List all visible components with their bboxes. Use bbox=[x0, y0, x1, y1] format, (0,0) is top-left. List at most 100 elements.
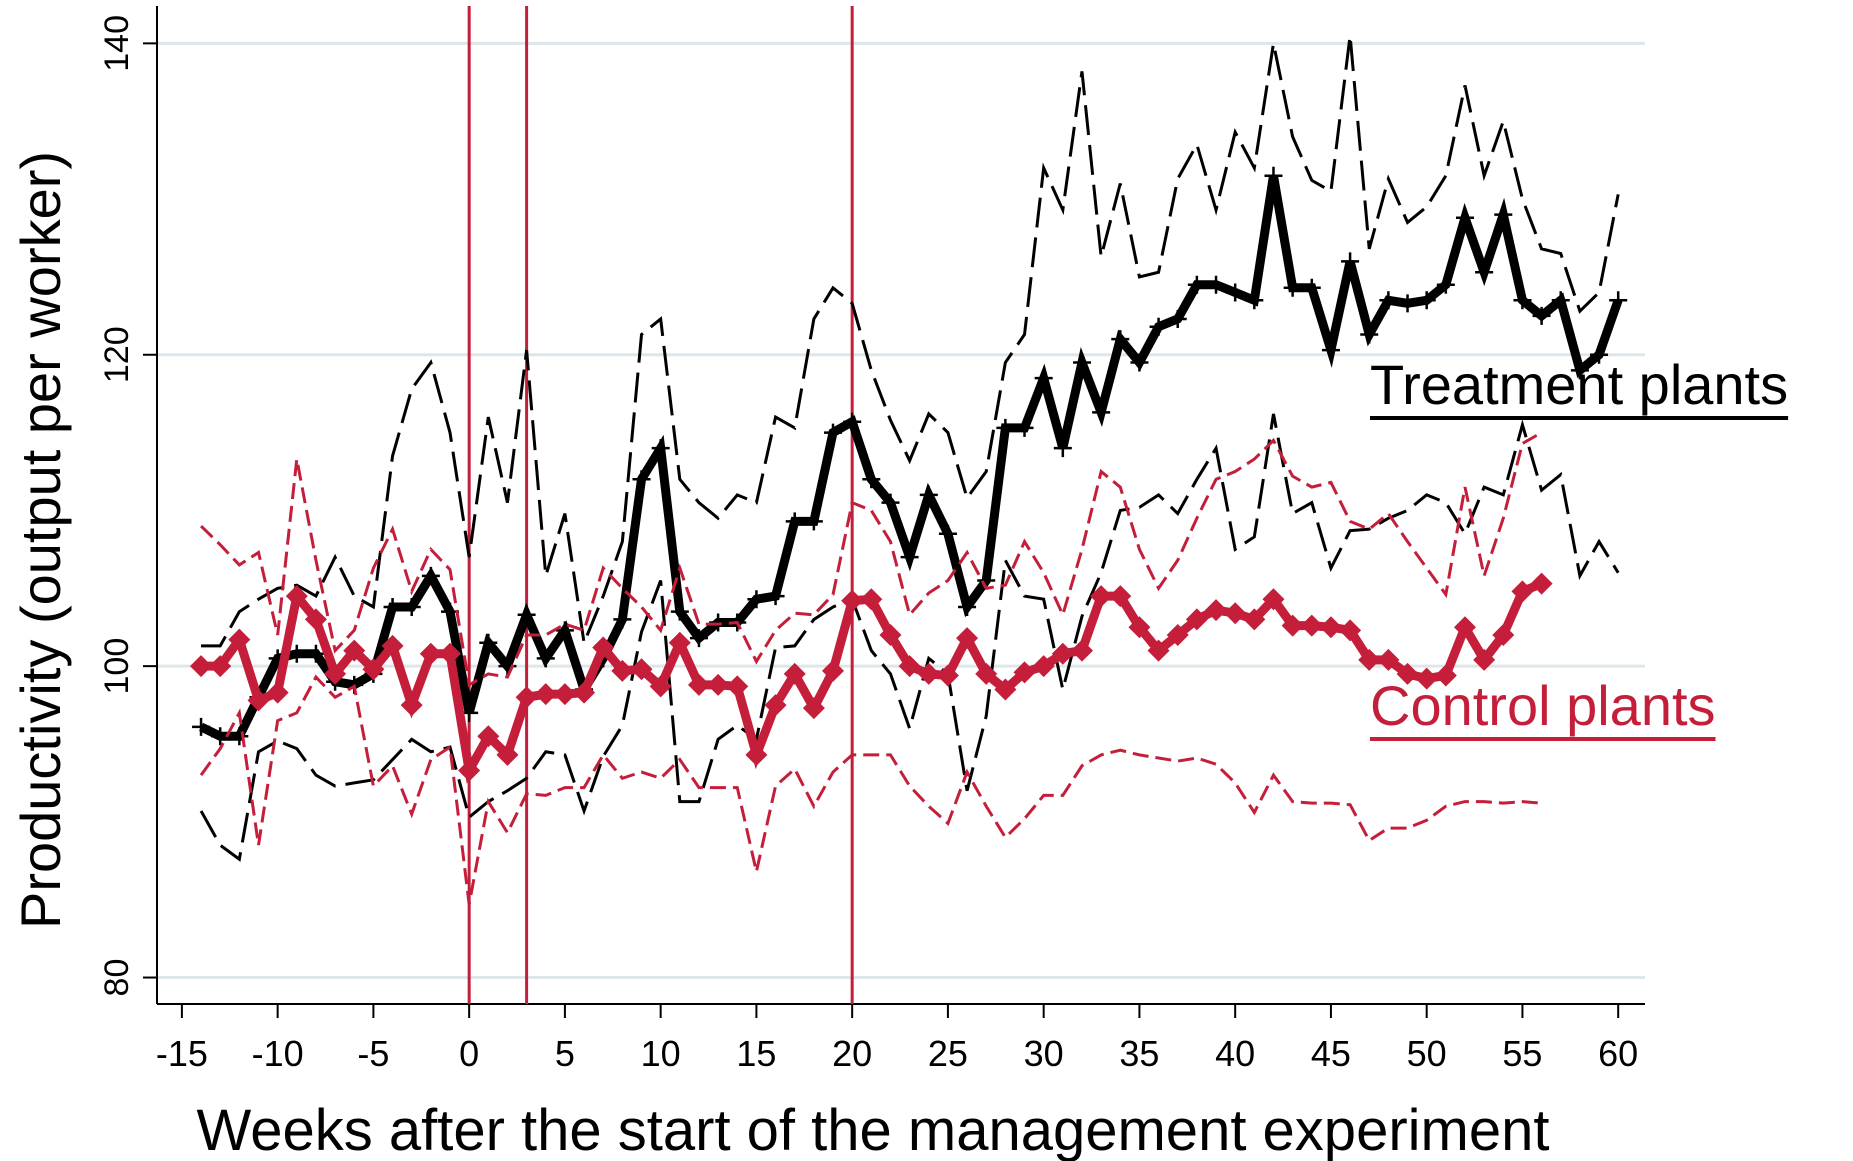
marker bbox=[1417, 291, 1436, 310]
marker bbox=[192, 717, 211, 736]
marker bbox=[1092, 403, 1111, 422]
marker bbox=[1475, 263, 1494, 282]
marker bbox=[1185, 608, 1208, 631]
y-axis-title: Productivity (output per worker) bbox=[9, 151, 72, 929]
marker bbox=[766, 587, 785, 606]
confidence-line bbox=[199, 413, 1620, 862]
marker bbox=[1492, 624, 1515, 647]
marker bbox=[362, 658, 385, 681]
marker bbox=[1090, 585, 1113, 608]
x-tick-label: -10 bbox=[252, 1033, 304, 1074]
marker bbox=[613, 610, 632, 629]
marker bbox=[555, 621, 574, 640]
marker bbox=[1166, 624, 1189, 647]
marker bbox=[1243, 608, 1266, 631]
marker bbox=[1205, 599, 1228, 622]
marker bbox=[1128, 616, 1151, 639]
x-tick-label: 55 bbox=[1502, 1033, 1542, 1074]
marker bbox=[496, 743, 519, 766]
marker bbox=[917, 662, 940, 685]
marker bbox=[1360, 325, 1379, 344]
marker bbox=[515, 686, 538, 709]
x-tick-label: 45 bbox=[1311, 1033, 1351, 1074]
x-tick-label: 20 bbox=[832, 1033, 872, 1074]
marker bbox=[1226, 283, 1245, 302]
marker bbox=[747, 590, 766, 609]
marker bbox=[1207, 275, 1226, 294]
marker bbox=[458, 759, 481, 782]
x-tick-label: -15 bbox=[156, 1033, 208, 1074]
marker bbox=[764, 694, 787, 717]
marker bbox=[1341, 252, 1360, 271]
marker bbox=[439, 642, 462, 665]
confidence-line bbox=[201, 35, 1620, 649]
marker bbox=[1111, 330, 1130, 349]
marker bbox=[1072, 353, 1091, 372]
marker bbox=[1281, 614, 1304, 637]
marker bbox=[534, 683, 557, 706]
marker bbox=[343, 639, 366, 662]
marker bbox=[668, 631, 691, 654]
marker bbox=[190, 655, 213, 678]
marker bbox=[632, 470, 651, 489]
marker bbox=[783, 662, 806, 685]
marker bbox=[1034, 369, 1053, 388]
marker bbox=[324, 662, 347, 685]
y-tick-label: 100 bbox=[98, 638, 136, 695]
marker bbox=[1570, 361, 1589, 380]
marker bbox=[1551, 291, 1570, 310]
marker bbox=[285, 585, 308, 608]
marker bbox=[1590, 345, 1609, 364]
marker bbox=[1339, 619, 1362, 642]
marker bbox=[1398, 294, 1417, 313]
confidence-line bbox=[199, 674, 1542, 905]
x-tick-label: 5 bbox=[555, 1033, 575, 1074]
marker bbox=[900, 548, 919, 567]
y-tick-label: 140 bbox=[98, 15, 136, 72]
x-tick-label: 10 bbox=[641, 1033, 681, 1074]
marker bbox=[573, 681, 596, 704]
marker bbox=[266, 681, 289, 704]
marker bbox=[709, 613, 728, 632]
marker bbox=[670, 602, 689, 621]
marker bbox=[421, 566, 440, 585]
marker bbox=[862, 470, 881, 489]
marker bbox=[1053, 439, 1072, 458]
y-tick-label: 80 bbox=[98, 959, 136, 997]
marker bbox=[1415, 667, 1438, 690]
x-tick-label: 40 bbox=[1215, 1033, 1255, 1074]
marker bbox=[898, 655, 921, 678]
x-tick-label: 50 bbox=[1407, 1033, 1447, 1074]
marker bbox=[1300, 614, 1323, 637]
marker bbox=[919, 485, 938, 504]
marker bbox=[228, 628, 251, 651]
marker bbox=[1149, 317, 1168, 336]
marker bbox=[745, 743, 768, 766]
marker bbox=[651, 439, 670, 458]
marker bbox=[1168, 309, 1187, 328]
marker bbox=[841, 589, 864, 612]
confidence-line bbox=[199, 431, 1543, 688]
y-tick-label: 120 bbox=[98, 326, 136, 383]
marker bbox=[611, 659, 634, 682]
marker bbox=[1321, 341, 1340, 360]
marker bbox=[1147, 639, 1170, 662]
marker bbox=[860, 588, 883, 611]
marker bbox=[975, 662, 998, 685]
marker bbox=[419, 642, 442, 665]
x-tick-label: -5 bbox=[357, 1033, 389, 1074]
marker bbox=[1379, 291, 1398, 310]
marker bbox=[1032, 655, 1055, 678]
marker bbox=[1473, 648, 1496, 671]
x-axis-title: Weeks after the start of the management … bbox=[197, 1098, 1550, 1161]
marker bbox=[1436, 275, 1455, 294]
marker bbox=[843, 412, 862, 431]
marker bbox=[247, 689, 270, 712]
marker bbox=[1015, 418, 1034, 437]
marker bbox=[1224, 602, 1247, 625]
marker bbox=[1051, 642, 1074, 665]
marker bbox=[1455, 208, 1474, 227]
marker bbox=[1283, 278, 1302, 297]
marker bbox=[1396, 662, 1419, 685]
marker bbox=[649, 675, 672, 698]
